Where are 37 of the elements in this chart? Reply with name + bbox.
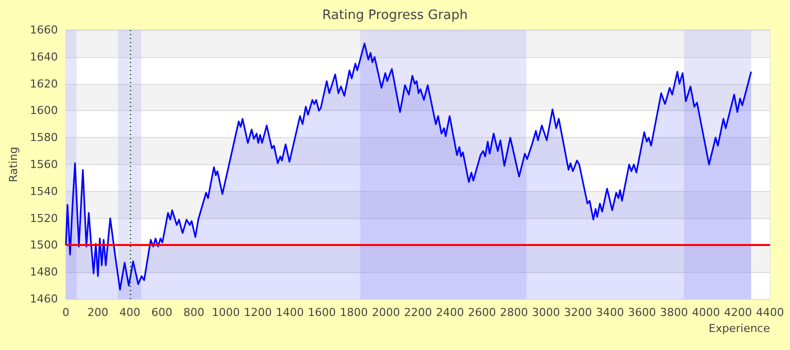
x-tick-label: 1600 xyxy=(308,306,336,319)
y-tick-label: 1480 xyxy=(30,266,58,279)
x-tick-label: 3600 xyxy=(628,306,656,319)
x-tick-label: 3400 xyxy=(596,306,624,319)
x-axis-title: Experience xyxy=(708,322,770,335)
y-tick-label: 1500 xyxy=(30,238,58,252)
y-tick-label: 1600 xyxy=(30,104,58,118)
x-tick-label: 4400 xyxy=(756,306,784,319)
x-tick-label: 3800 xyxy=(660,306,688,319)
x-tick-label: 4200 xyxy=(724,306,752,319)
y-tick-label: 1580 xyxy=(30,131,58,144)
x-tick-label: 2600 xyxy=(468,306,496,319)
y-tick-label: 1560 xyxy=(30,158,58,171)
x-tick-label: 3200 xyxy=(564,306,592,319)
x-tick-label: 1800 xyxy=(340,306,368,319)
y-tick-label: 1460 xyxy=(30,292,58,306)
x-tick-label: 2200 xyxy=(404,306,432,319)
y-axis-title: Rating xyxy=(7,146,20,182)
y-tick-label: 1620 xyxy=(30,77,58,90)
x-tick-label: 2400 xyxy=(436,306,464,319)
x-tick-label: 1200 xyxy=(244,306,272,319)
chart-title: Rating Progress Graph xyxy=(322,8,468,23)
x-tick-label: 0 xyxy=(62,306,70,319)
y-tick-label: 1660 xyxy=(30,24,58,36)
y-tick-label: 1520 xyxy=(30,212,58,225)
x-tick-label: 2000 xyxy=(372,306,400,319)
x-tick-label: 200 xyxy=(87,306,108,319)
x-tick-label: 1000 xyxy=(212,306,240,319)
y-tick-label: 1640 xyxy=(30,50,58,64)
x-tick-label: 4000 xyxy=(692,306,720,319)
y-tick-label: 1540 xyxy=(30,184,58,198)
x-tick-label: 800 xyxy=(183,306,204,319)
x-tick-label: 400 xyxy=(119,306,140,319)
x-tick-label: 2800 xyxy=(500,306,528,319)
x-tick-label: 3000 xyxy=(532,306,560,319)
x-tick-label: 1400 xyxy=(276,306,304,319)
x-tick-label: 600 xyxy=(151,306,172,319)
